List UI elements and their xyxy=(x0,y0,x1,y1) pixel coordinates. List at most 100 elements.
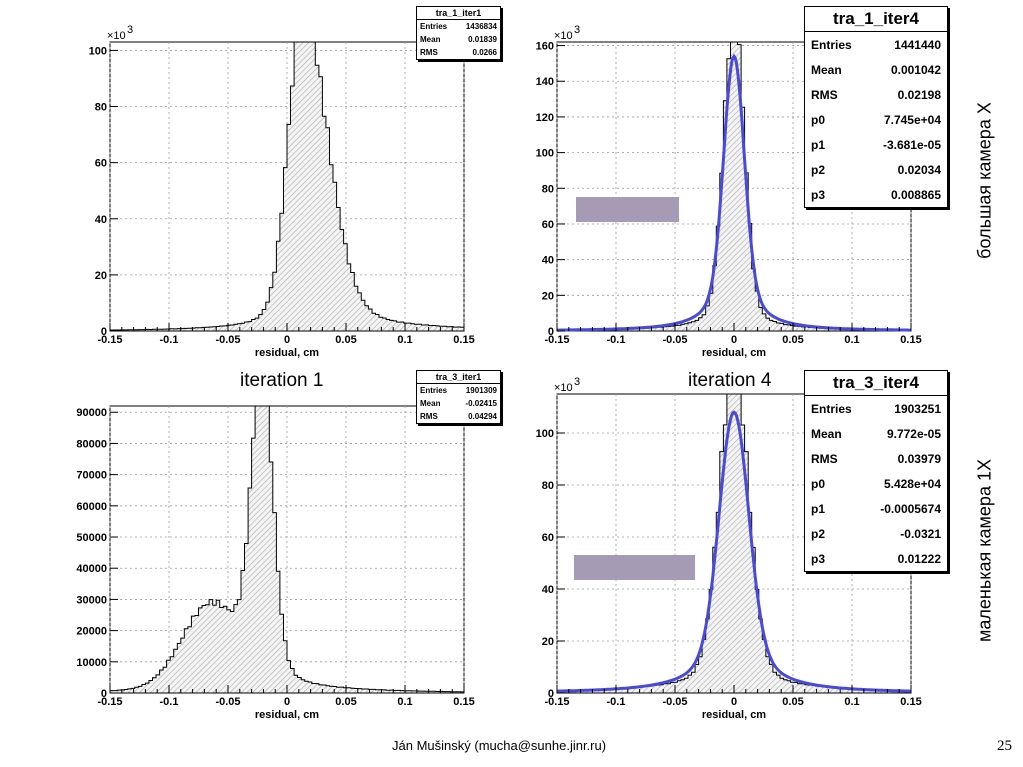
y-tick-label: 20000 xyxy=(76,626,107,638)
stats-row: p1 -3.681e-05 xyxy=(811,137,941,152)
stats-box-tra-3-iter1: tra_3_iter1 Entries 1901309 Mean -0.02415 … xyxy=(416,370,501,424)
y-tick-label: 80 xyxy=(542,183,554,195)
y-tick-label: 40000 xyxy=(76,563,107,575)
y-tick-label: 30000 xyxy=(76,594,107,606)
stats-row: p0 5.428e+04 xyxy=(811,476,941,491)
stats-row: Mean -0.02415 xyxy=(420,399,497,408)
stats-row: p2 -0.0321 xyxy=(811,526,941,541)
stats-box-tra-1-iter4: tra_1_iter4 Entries 1441440 Mean 0.001042 … xyxy=(804,6,948,208)
stats-row: RMS 0.04294 xyxy=(420,412,497,421)
y-tick-label: 100 xyxy=(89,45,107,57)
histogram-tra-1-iter1: -0.15 -0.1 -0.05 0 0.05 0.1 0.15 0 20 40 60 80 100 re… xyxy=(89,24,475,359)
stats-row: Entries 1441440 xyxy=(811,37,941,52)
x-tick-label: 0.15 xyxy=(453,696,474,708)
y-tick-label: 60 xyxy=(95,158,107,170)
stats-row: Mean 0.01839 xyxy=(420,35,497,44)
x-tick-label: 0.15 xyxy=(900,334,921,346)
stats-row: Mean 0.001042 xyxy=(811,62,941,77)
y-tick-label: 120 xyxy=(536,112,554,124)
y-tick-label: 160 xyxy=(536,41,554,53)
y-tick-label: 40 xyxy=(542,255,554,267)
x-axis-label: residual, cm xyxy=(702,709,766,721)
iteration-1-label: iteration 1 xyxy=(240,370,324,391)
stats-row: Mean 9.772e-05 xyxy=(811,426,941,441)
x-tick-label: -0.1 xyxy=(160,696,179,708)
highlight-box-bottom xyxy=(574,555,695,580)
stats-box-tra-3-iter4: tra_3_iter4 Entries 1903251 Mean 9.772e-05… xyxy=(804,370,948,572)
y-tick-label: 60 xyxy=(542,219,554,231)
x-tick-label: -0.15 xyxy=(97,334,122,346)
x-tick-label: 0.1 xyxy=(844,696,859,708)
x-tick-label: -0.15 xyxy=(544,696,569,708)
y-tick-label: 20 xyxy=(542,290,554,302)
y-tick-label: 60 xyxy=(542,532,554,544)
y-multiplier: ×10 xyxy=(554,30,573,42)
stats-row: p3 0.01222 xyxy=(811,551,941,566)
stats-row: Entries 1436834 xyxy=(420,22,497,31)
y-tick-label: 90000 xyxy=(76,407,107,419)
stats-row: p1 -0.0005674 xyxy=(811,501,941,516)
y-multiplier-exponent: 3 xyxy=(574,376,580,388)
x-tick-label: -0.1 xyxy=(160,334,179,346)
x-tick-label: -0.1 xyxy=(607,696,626,708)
y-multiplier: ×10 xyxy=(554,382,573,394)
y-tick-label: 140 xyxy=(536,76,554,88)
y-tick-label: 40 xyxy=(542,584,554,596)
y-tick-label: 20 xyxy=(95,270,107,282)
x-tick-label: 0.05 xyxy=(782,696,803,708)
x-tick-label: 0 xyxy=(284,334,290,346)
x-axis-label: residual, cm xyxy=(702,347,766,359)
x-tick-label: 0.05 xyxy=(782,334,803,346)
y-tick-label: 40 xyxy=(95,214,107,226)
y-multiplier-exponent: 3 xyxy=(127,24,133,36)
y-tick-label: 80000 xyxy=(76,438,107,450)
side-label-top: большая камера X xyxy=(974,102,995,259)
stats-title: tra_1_iter1 xyxy=(417,7,500,20)
side-label-bottom: маленькая камера 1X xyxy=(974,459,995,642)
x-tick-label: 0 xyxy=(731,334,737,346)
y-tick-label: 80 xyxy=(542,480,554,492)
y-multiplier: ×10 xyxy=(107,30,126,42)
y-multiplier-exponent: 3 xyxy=(574,24,580,36)
y-tick-label: 20 xyxy=(542,636,554,648)
x-tick-label: -0.05 xyxy=(215,696,240,708)
x-tick-label: -0.05 xyxy=(662,696,687,708)
stats-row: Entries 1903251 xyxy=(811,401,941,416)
x-tick-label: 0.05 xyxy=(335,334,356,346)
y-tick-label: 0 xyxy=(548,326,554,338)
x-tick-label: 0.1 xyxy=(397,334,412,346)
stats-row: p0 7.745e+04 xyxy=(811,112,941,127)
x-tick-label: 0.1 xyxy=(397,696,412,708)
x-tick-label: 0.1 xyxy=(844,334,859,346)
y-tick-label: 100 xyxy=(536,148,554,160)
stats-title: tra_1_iter4 xyxy=(805,7,947,32)
y-tick-label: 10000 xyxy=(76,657,107,669)
x-tick-label: 0 xyxy=(731,696,737,708)
stats-row: p3 0.008865 xyxy=(811,187,941,202)
y-tick-label: 80 xyxy=(95,102,107,114)
x-tick-label: -0.15 xyxy=(544,334,569,346)
iteration-4-label: iteration 4 xyxy=(688,370,772,391)
stats-row: RMS 0.03979 xyxy=(811,451,941,466)
stats-row: p2 0.02034 xyxy=(811,162,941,177)
stats-title: tra_3_iter4 xyxy=(805,371,947,396)
stats-title: tra_3_iter1 xyxy=(417,371,500,384)
highlight-box-top xyxy=(576,197,679,222)
histogram-bars xyxy=(109,405,465,694)
x-tick-label: -0.15 xyxy=(97,696,122,708)
y-tick-label: 0 xyxy=(101,326,107,338)
y-tick-label: 50000 xyxy=(76,532,107,544)
y-tick-label: 0 xyxy=(101,688,107,700)
y-tick-label: 70000 xyxy=(76,470,107,482)
y-tick-label: 100 xyxy=(536,428,554,440)
x-tick-label: 0.15 xyxy=(453,334,474,346)
x-tick-label: -0.05 xyxy=(215,334,240,346)
stats-row: Entries 1901309 xyxy=(420,386,497,395)
x-tick-label: 0.15 xyxy=(900,696,921,708)
x-tick-label: -0.05 xyxy=(662,334,687,346)
x-axis-label: residual, cm xyxy=(255,709,319,721)
y-tick-label: 60000 xyxy=(76,501,107,513)
footer-author: Ján Mušinský (mucha@sunhe.jinr.ru) xyxy=(392,738,607,753)
stats-row: RMS 0.0266 xyxy=(420,48,497,57)
